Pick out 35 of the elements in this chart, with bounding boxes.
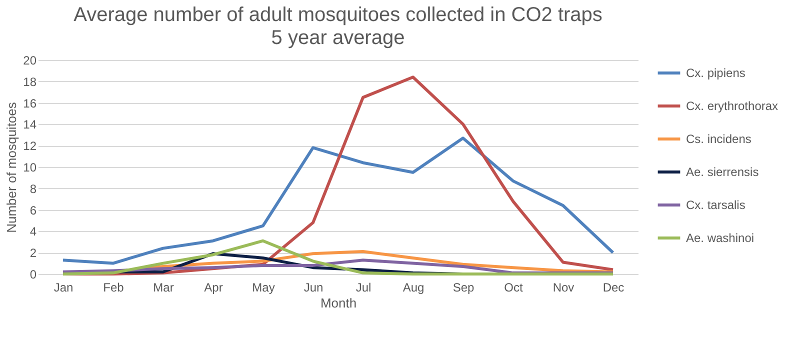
x-tick-label: Jun	[304, 280, 324, 294]
y-tick-label: 14	[23, 118, 37, 132]
legend-label: Cx. erythrothorax	[686, 99, 778, 113]
y-tick-label: 18	[23, 74, 37, 89]
legend-label: Cs. incidens	[686, 132, 752, 146]
y-tick-label: 8	[30, 182, 37, 196]
x-tick-label: Oct	[504, 280, 524, 294]
chart-subtitle: 5 year average	[271, 27, 405, 49]
y-tick-label: 10	[23, 160, 37, 174]
y-axis-title: Number of mosquitoes	[4, 102, 20, 233]
x-tick-label: Jan	[54, 280, 74, 294]
x-tick-label: May	[252, 280, 275, 294]
y-tick-label: 2	[30, 246, 37, 260]
y-tick-label: 12	[23, 139, 37, 154]
x-tick-label: Feb	[103, 280, 124, 294]
legend-label: Ae. sierrensis	[686, 165, 759, 179]
y-tick-label: 6	[30, 203, 37, 218]
x-tick-label: Sep	[452, 280, 474, 294]
line-series	[62, 136, 614, 265]
x-tick-label: Jul	[356, 280, 372, 294]
x-tick-label: Aug	[402, 280, 424, 294]
chart-title: Average number of adult mosquitoes collected in CO2 traps	[74, 4, 602, 26]
legend-label: Cx. pipiens	[686, 66, 746, 80]
x-axis-title: Month	[320, 296, 357, 310]
legend-label: Cx. tarsalis	[686, 198, 746, 212]
y-tick-label: 0	[30, 268, 37, 282]
x-tick-label: Apr	[204, 280, 223, 294]
y-tick-label: 16	[23, 96, 37, 110]
legend-label: Ae. washinoi	[686, 231, 754, 245]
x-tick-label: Nov	[552, 280, 574, 294]
y-tick-label: 4	[30, 224, 37, 239]
y-tick-label: 20	[23, 54, 37, 68]
line-series	[62, 239, 614, 276]
x-tick-label: Mar	[153, 280, 174, 294]
x-tick-label: Dec	[602, 280, 624, 294]
